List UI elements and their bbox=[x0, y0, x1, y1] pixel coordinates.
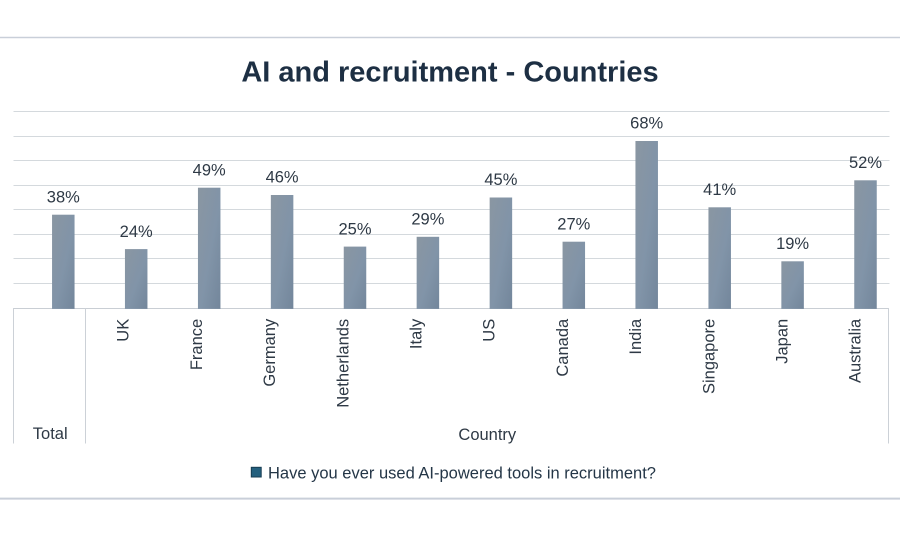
svg-text:27%: 27% bbox=[557, 215, 590, 233]
svg-text:Canada: Canada bbox=[554, 318, 572, 377]
svg-text:45%: 45% bbox=[484, 171, 517, 189]
svg-text:41%: 41% bbox=[703, 181, 736, 199]
svg-text:24%: 24% bbox=[120, 223, 153, 241]
svg-text:UK: UK bbox=[115, 319, 133, 342]
svg-text:India: India bbox=[627, 318, 645, 355]
svg-text:Total: Total bbox=[33, 425, 68, 443]
svg-text:Have you ever used AI-powered: Have you ever used AI-powered tools in r… bbox=[268, 465, 656, 483]
svg-text:46%: 46% bbox=[266, 169, 299, 187]
svg-text:Germany: Germany bbox=[261, 318, 279, 387]
svg-text:US: US bbox=[481, 319, 499, 342]
svg-text:Netherlands: Netherlands bbox=[334, 319, 352, 408]
svg-text:AI and recruitment - Countries: AI and recruitment - Countries bbox=[241, 56, 658, 88]
svg-text:France: France bbox=[188, 319, 206, 370]
svg-text:25%: 25% bbox=[338, 220, 371, 238]
svg-text:Singapore: Singapore bbox=[700, 319, 718, 394]
svg-text:29%: 29% bbox=[411, 211, 444, 229]
svg-text:Country: Country bbox=[458, 426, 517, 444]
svg-text:68%: 68% bbox=[630, 115, 663, 133]
svg-text:49%: 49% bbox=[193, 161, 226, 179]
svg-text:Italy: Italy bbox=[408, 318, 426, 349]
svg-text:Japan: Japan bbox=[774, 319, 792, 364]
svg-text:19%: 19% bbox=[776, 235, 809, 253]
svg-text:52%: 52% bbox=[849, 154, 882, 172]
svg-text:Australia: Australia bbox=[847, 318, 865, 383]
svg-text:38%: 38% bbox=[47, 188, 80, 206]
